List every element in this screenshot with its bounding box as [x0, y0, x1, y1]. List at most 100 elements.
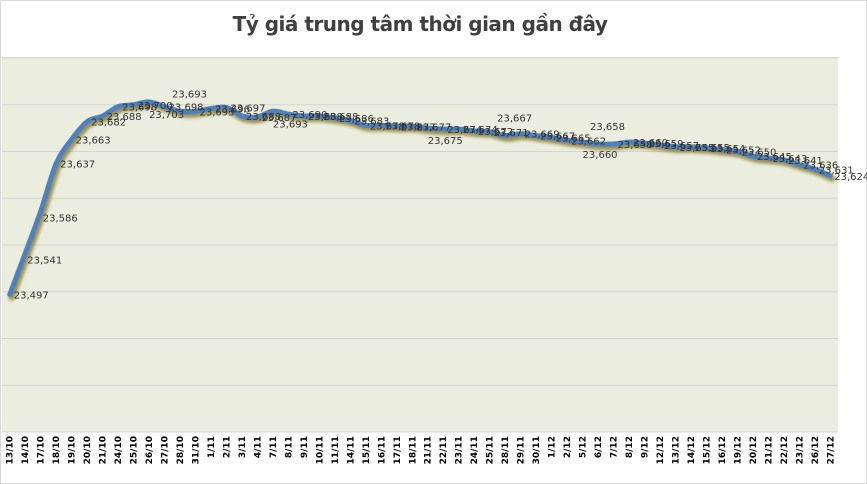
data-label: 23,693	[200, 107, 235, 118]
x-axis-tick-label: 17/11	[393, 436, 403, 464]
data-label: 23,655	[679, 143, 714, 154]
data-label: 23,688	[308, 112, 343, 123]
data-label: 23,669	[525, 130, 560, 141]
data-label: 23,643	[772, 154, 807, 165]
x-axis-tick-label: 22/12	[780, 436, 790, 464]
data-label: 23,637	[60, 160, 95, 171]
x-axis-tick-label: 16/12	[718, 436, 728, 464]
x-axis-tick-label: 21/10	[99, 436, 109, 464]
data-label: 23,688	[323, 112, 358, 123]
x-axis-tick-label: 20/12	[749, 436, 759, 464]
data-label: 23,655	[695, 143, 730, 154]
data-label: 23,654	[710, 144, 745, 155]
x-axis-tick-label: 14/11	[346, 436, 356, 464]
data-label: 23,683	[354, 117, 389, 128]
data-label: 23,703	[149, 110, 184, 121]
chart-title: Tỷ giá trung tâm thời gian gần đây	[232, 12, 608, 36]
data-label: 23,693	[172, 89, 207, 100]
x-axis-tick-label: 24/10	[114, 436, 124, 464]
data-label: 23,700	[138, 101, 173, 112]
x-axis-tick-label: 30/11	[532, 436, 542, 464]
data-label: 23,659	[648, 139, 683, 150]
x-axis-tick-label: 10/11	[315, 436, 325, 464]
data-label: 23,674	[463, 125, 498, 136]
data-label: 23,663	[76, 135, 111, 146]
x-axis-tick-label: 12/12	[656, 436, 666, 464]
x-axis-tick-label: 24/11	[470, 436, 480, 464]
x-axis-tick-label: 13/10	[6, 436, 16, 464]
x-axis-tick-label: 13/12	[671, 436, 681, 464]
x-axis-tick-label: 16/11	[377, 436, 387, 464]
data-label: 23,667	[540, 132, 575, 143]
x-axis-tick-label: 23/12	[795, 436, 805, 464]
x-axis-tick-label: 5/12	[579, 436, 589, 458]
data-label: 23,678	[370, 121, 405, 132]
data-label: 23,650	[741, 148, 776, 159]
x-axis-tick-label: 18/10	[52, 436, 62, 464]
data-label: 23,678	[385, 121, 420, 132]
x-axis-tick-label: 2/11	[222, 436, 232, 458]
x-axis-tick-label: 6/12	[594, 436, 604, 458]
x-axis-tick-label: 21/12	[764, 436, 774, 464]
x-axis-tick-label: 9/11	[300, 436, 310, 458]
x-axis-tick-label: 31/10	[192, 436, 202, 464]
data-label: 23,636	[803, 161, 838, 172]
data-label: 23,688	[107, 112, 142, 123]
data-labels: 23,49723,54123,58623,63723,66323,68223,6…	[14, 89, 867, 301]
x-axis-tick-label: 14/12	[687, 436, 697, 464]
x-axis-tick-label: 29/11	[517, 436, 527, 464]
data-label: 23,671	[494, 128, 529, 139]
x-axis-tick-label: 8/11	[284, 436, 294, 458]
data-label: 23,624	[834, 172, 867, 183]
data-label: 23,698	[122, 103, 157, 114]
data-label: 23,674	[447, 125, 482, 136]
data-label: 23,677	[401, 122, 436, 133]
rate-line-series	[7, 99, 833, 298]
x-axis-tick-label: 8/12	[625, 436, 635, 458]
x-axis-tick-label: 25/11	[486, 436, 496, 464]
x-axis-labels: 13/10 14/10 17/10 18/10 19/10 20/10 21/10 24/10…	[6, 436, 837, 464]
x-axis-tick-label: 7/11	[269, 436, 279, 458]
data-label: 23,658	[618, 140, 653, 151]
x-axis-tick-label: 14/10	[21, 436, 31, 464]
x-axis-tick-label: 28/11	[501, 436, 511, 464]
data-label: 23,660	[583, 150, 618, 161]
data-label: 23,645	[757, 152, 792, 163]
data-label: 23,497	[14, 291, 49, 302]
x-axis-tick-label: 4/11	[253, 436, 263, 458]
data-label: 23,652	[726, 146, 761, 157]
data-label: 23,696	[215, 104, 250, 115]
x-axis-tick-label: 28/10	[176, 436, 186, 464]
x-axis-tick-label: 1/12	[548, 436, 558, 458]
x-axis-tick-label: 19/10	[68, 436, 78, 464]
data-label: 23,672	[478, 127, 513, 138]
data-label: 23,675	[428, 136, 463, 147]
x-axis-tick-label: 27/12	[826, 436, 836, 464]
x-axis-tick-label: 27/10	[161, 436, 171, 464]
data-label: 23,658	[590, 122, 625, 133]
x-axis-tick-label: 23/11	[455, 436, 465, 464]
x-axis-tick-label: 21/11	[424, 436, 434, 464]
data-label: 23,682	[91, 118, 126, 129]
x-axis-tick-label: 1/11	[207, 436, 217, 458]
x-axis-tick-label: 3/11	[238, 436, 248, 458]
data-label: 23,697	[230, 104, 265, 115]
x-axis-tick-label: 9/12	[640, 436, 650, 458]
x-axis-tick-label: 11/11	[331, 436, 341, 464]
data-label: 23,631	[819, 165, 854, 176]
x-axis-tick-label: 15/11	[362, 436, 372, 464]
x-axis-tick-label: 26/10	[145, 436, 155, 464]
data-label: 23,660	[633, 138, 668, 149]
x-axis-tick-label: 22/11	[439, 436, 449, 464]
data-label: 23,688	[246, 112, 281, 123]
data-label: 23,698	[169, 103, 204, 114]
x-axis-tick-label: 19/12	[733, 436, 743, 464]
data-label: 23,665	[556, 133, 591, 144]
x-axis-tick-label: 26/12	[811, 436, 821, 464]
x-axis-tick-label: 20/10	[83, 436, 93, 464]
x-axis-tick-label: 7/12	[610, 436, 620, 458]
data-label: 23,677	[416, 122, 451, 133]
x-axis-tick-label: 18/11	[408, 436, 418, 464]
data-label: 23,586	[43, 213, 78, 224]
